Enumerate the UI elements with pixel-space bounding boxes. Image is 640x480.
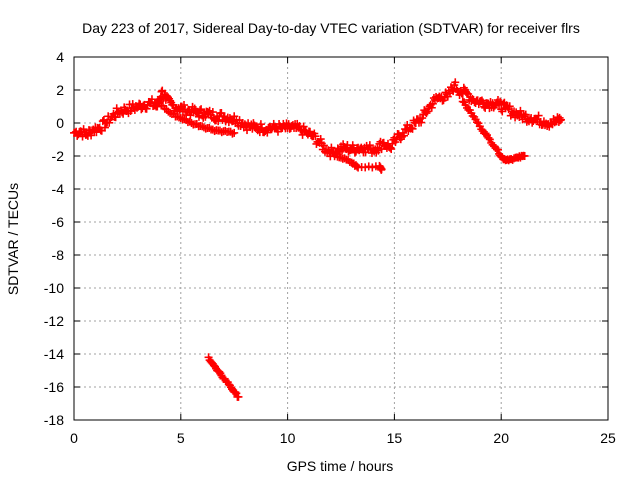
data-point [451, 78, 460, 87]
data-point [100, 123, 109, 132]
data-point [328, 148, 337, 157]
data-point [230, 128, 239, 137]
y-tick-label: -2 [52, 148, 65, 164]
y-tick-label: -12 [44, 313, 64, 329]
data-point [234, 392, 243, 401]
grid [74, 57, 608, 420]
data-point [82, 130, 91, 139]
data-point [386, 143, 395, 152]
data-point [176, 114, 185, 123]
x-tick-label: 5 [177, 430, 185, 446]
data-point [505, 102, 514, 111]
data-point [481, 129, 490, 138]
data-point [256, 120, 265, 129]
data-point [521, 110, 530, 119]
data-point [400, 131, 409, 140]
data-points [70, 78, 566, 401]
y-tick-label: 4 [56, 49, 64, 65]
y-tick-label: -6 [52, 214, 65, 230]
data-point [534, 111, 543, 120]
data-point [418, 114, 427, 123]
data-point [311, 132, 320, 141]
data-point [484, 133, 493, 142]
x-tick-label: 20 [493, 430, 509, 446]
data-point [205, 123, 214, 132]
data-point [387, 145, 396, 154]
y-tick-label: -10 [44, 280, 64, 296]
ticks [73, 56, 609, 421]
data-point [472, 118, 481, 127]
data-point [147, 95, 156, 104]
data-point [364, 162, 373, 171]
x-tick-label: 15 [387, 430, 403, 446]
data-point [350, 148, 359, 157]
x-tick-label: 0 [70, 430, 78, 446]
data-point [231, 388, 240, 397]
data-point [299, 122, 308, 131]
data-point [557, 115, 566, 124]
y-tick-label: -18 [44, 412, 64, 428]
data-point [377, 165, 386, 174]
data-point [340, 154, 349, 163]
data-point [180, 101, 189, 110]
data-point [422, 109, 431, 118]
x-axis-label: GPS time / hours [287, 458, 394, 474]
data-point [368, 163, 377, 172]
x-tick-label: 25 [600, 430, 616, 446]
data-point [485, 135, 494, 144]
data-point [187, 119, 196, 127]
y-tick-label: 0 [56, 115, 64, 131]
y-axis-label: SDTVAR / TECUs [5, 183, 21, 295]
data-point [196, 106, 205, 115]
data-point [417, 118, 426, 127]
y-tick-label: -16 [44, 379, 64, 395]
x-tick-label: 10 [280, 430, 296, 446]
x-tick-labels: 0 5 10 15 20 25 [70, 430, 616, 446]
data-point [142, 104, 151, 113]
y-tick-label: 2 [56, 82, 64, 98]
data-point [361, 163, 370, 172]
y-tick-label: -4 [52, 181, 65, 197]
data-point [477, 125, 486, 134]
data-point [201, 112, 210, 121]
data-point [520, 152, 529, 160]
data-point [111, 113, 120, 122]
data-point [214, 117, 223, 126]
plot-frame [73, 56, 609, 421]
data-point [173, 112, 182, 121]
data-point [208, 108, 217, 117]
y-tick-label: -14 [44, 346, 64, 362]
y-tick-label: -8 [52, 247, 65, 263]
chart-title: Day 223 of 2017, Sidereal Day-to-day VTE… [82, 20, 580, 36]
data-point [427, 103, 436, 112]
y-tick-labels: 4 2 0 -2 -4 -6 -8 -10 -12 -14 -16 -18 [44, 49, 64, 428]
data-point [365, 141, 374, 150]
data-point [316, 135, 325, 144]
data-point [408, 124, 417, 133]
data-point [263, 128, 272, 137]
data-point [493, 145, 502, 154]
